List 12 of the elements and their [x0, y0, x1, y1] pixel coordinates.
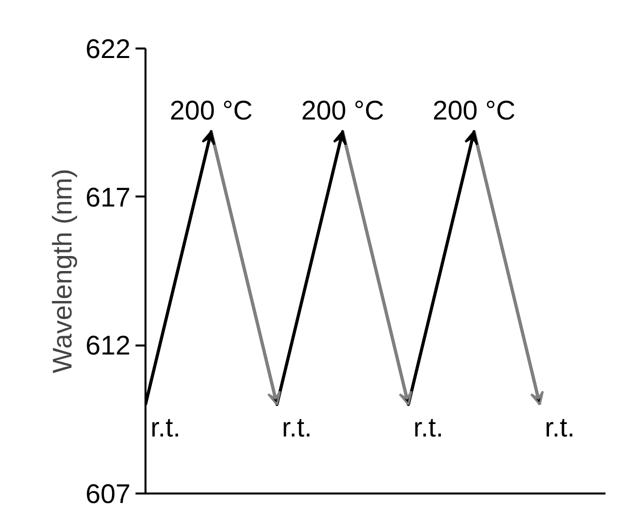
y-tick-label: 612 — [85, 330, 131, 361]
y-tick-label: 617 — [85, 182, 131, 212]
annotation: 200 °C — [170, 96, 253, 126]
annotation: 200 °C — [301, 96, 384, 126]
y-tick-label: 622 — [85, 34, 131, 64]
annotation: r.t. — [282, 412, 312, 442]
y-axis-title: Wavelength (nm) — [47, 168, 78, 374]
annotation: r.t. — [150, 412, 181, 442]
annotation: r.t. — [413, 412, 444, 442]
y-tick-label: 607 — [85, 479, 131, 509]
annotation: 200 °C — [432, 96, 516, 126]
annotation: r.t. — [544, 412, 575, 442]
